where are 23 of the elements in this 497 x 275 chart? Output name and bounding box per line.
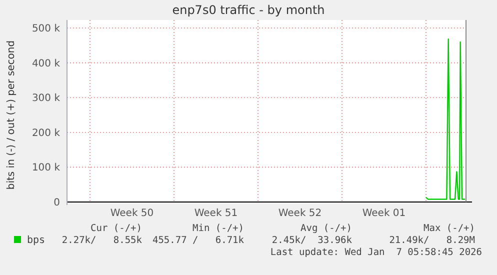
text: 2.45k/ 33.96k — [272, 235, 352, 246]
text: Cur (-/+) — [90, 223, 142, 234]
legend-label: bps — [27, 235, 46, 246]
text: Max (-/+) — [424, 223, 475, 234]
y-tick-label: 400 k — [32, 58, 60, 70]
x-tick-label: Week 52 — [278, 208, 322, 219]
y-tick-label: 200 k — [32, 128, 60, 139]
x-tick-label: Week 51 — [194, 208, 238, 219]
x-tick-label: Week 01 — [362, 208, 406, 219]
text: Avg (-/+) — [300, 223, 352, 234]
x-tick-label: Week 50 — [110, 208, 154, 219]
line-series — [425, 38, 466, 200]
text: 21.49k/ 8.29M — [389, 235, 476, 246]
text: 455.77 / 6.71k — [152, 235, 244, 246]
y-tick-label: 300 k — [32, 93, 60, 104]
y-axis-title: bits in (-) / out (+) per second — [6, 40, 17, 190]
chart-title: enp7s0 traffic - by month — [172, 3, 325, 17]
y-tick-label: 100 k — [32, 162, 60, 174]
text: Min (-/+) — [192, 223, 244, 234]
y-tick-label: 500 k — [32, 24, 60, 34]
text: Last update: Wed Jan 7 05:58:45 2026 — [270, 247, 482, 258]
y-tick-label: 0 — [54, 198, 60, 208]
text: 2.27k/ 8.55k — [62, 235, 142, 246]
